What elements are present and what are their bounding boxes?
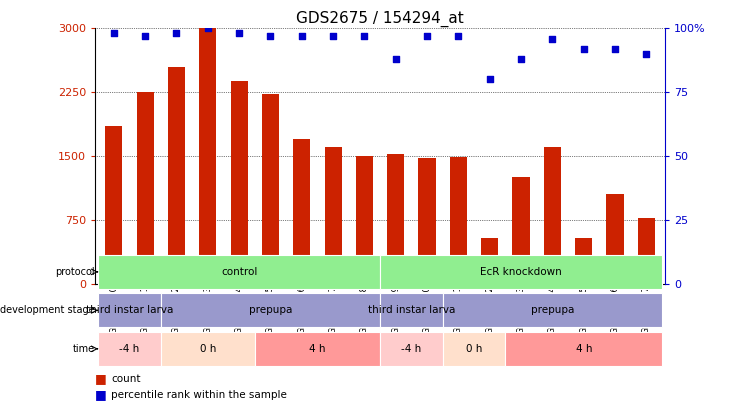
Text: third instar larva: third instar larva (368, 305, 455, 315)
Point (202, 25, 213, 32)
Bar (325, 147, 341, 284)
Point (296, 33, 308, 39)
Bar (443, 293, 662, 327)
Text: third instar larva: third instar larva (86, 305, 173, 315)
Bar (262, 94, 279, 284)
Point (515, 56, 527, 62)
Point (484, 76, 496, 83)
Text: -4 h: -4 h (401, 344, 422, 354)
Point (108, 30, 120, 37)
Text: count: count (111, 374, 140, 384)
Text: -4 h: -4 h (119, 344, 140, 354)
Text: protocol: protocol (55, 267, 95, 277)
Bar (380, 255, 662, 289)
Bar (199, 28, 216, 283)
Text: prepupa: prepupa (249, 305, 292, 315)
Bar (255, 332, 380, 366)
Text: percentile rank within the sample: percentile rank within the sample (111, 390, 287, 400)
Point (609, 45, 621, 52)
Bar (418, 158, 436, 284)
Point (578, 45, 590, 52)
Point (265, 33, 276, 39)
Text: prepupa: prepupa (531, 305, 574, 315)
Title: GDS2675 / 154294_at: GDS2675 / 154294_at (296, 11, 464, 27)
Bar (161, 332, 255, 366)
Bar (512, 177, 530, 284)
Point (170, 30, 182, 37)
Bar (380, 293, 443, 327)
Bar (230, 81, 248, 284)
Bar (293, 139, 311, 284)
Text: ■: ■ (95, 388, 107, 401)
Bar (98, 332, 161, 366)
Point (452, 33, 464, 39)
Text: time: time (72, 344, 95, 354)
Bar (638, 218, 655, 284)
Bar (575, 239, 592, 284)
Bar (505, 332, 662, 366)
Bar (356, 156, 373, 284)
Text: 0 h: 0 h (466, 344, 482, 354)
Bar (607, 194, 624, 284)
Point (327, 33, 339, 39)
Text: control: control (221, 267, 257, 277)
Point (547, 35, 558, 42)
Bar (450, 157, 467, 284)
Bar (98, 293, 161, 327)
Bar (443, 332, 505, 366)
Bar (105, 126, 122, 284)
Text: development stage: development stage (0, 305, 95, 315)
Bar (168, 66, 185, 283)
Point (233, 30, 245, 37)
Bar (137, 92, 154, 284)
Bar (544, 147, 561, 284)
Bar (161, 293, 380, 327)
Text: 4 h: 4 h (575, 344, 592, 354)
Bar (481, 239, 499, 284)
Bar (98, 255, 380, 289)
Text: 0 h: 0 h (200, 344, 216, 354)
Point (640, 51, 652, 57)
Text: ■: ■ (95, 372, 107, 385)
Point (421, 33, 433, 39)
Point (140, 33, 151, 39)
Bar (380, 332, 443, 366)
Text: 4 h: 4 h (309, 344, 326, 354)
Point (390, 56, 401, 62)
Text: EcR knockdown: EcR knockdown (480, 267, 562, 277)
Bar (387, 154, 404, 284)
Point (359, 33, 371, 39)
